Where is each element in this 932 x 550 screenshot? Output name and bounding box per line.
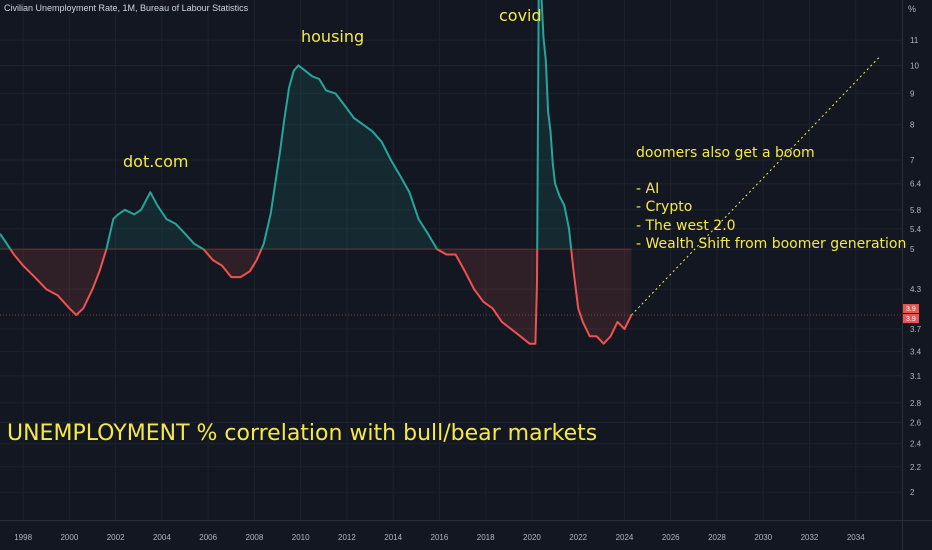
y-axis-unit: % [907,4,916,14]
y-tick-label: 2.4 [910,440,922,449]
x-tick-label: 2006 [199,533,217,542]
x-tick-label: 2008 [246,533,264,542]
notes-title: doomers also get a boom [636,145,815,161]
y-tick-label: 2.2 [910,463,922,472]
y-tick-label: 5.4 [910,225,922,234]
x-tick-label: 2002 [107,533,125,542]
y-tick-label: 2.6 [910,419,922,428]
y-tick-label: 2 [910,488,915,497]
area-above-baseline [0,0,572,250]
y-tick-label: 11 [910,36,919,45]
annotation-main: UNEMPLOYMENT % correlation with bull/bea… [7,421,598,446]
notes-item: - AI [636,181,660,198]
x-tick-label: 2018 [477,533,495,542]
x-tick-label: 2012 [338,533,356,542]
y-tick-label: 9 [910,89,915,98]
y-tick-label: 3.4 [910,347,922,356]
x-tick-label: 2030 [754,533,772,542]
x-tick-label: 2004 [153,533,171,542]
x-tick-label: 2034 [847,533,865,542]
x-tick-label: 2022 [569,533,587,542]
y-tick-label: 3.1 [910,372,922,381]
x-tick-label: 2014 [384,533,402,542]
x-tick-label: 2028 [708,533,726,542]
x-tick-label: 2016 [431,533,449,542]
series-line-above [0,0,573,250]
price-tags: 3.93.9 [0,304,919,324]
x-tick-label: 2024 [616,533,634,542]
y-tick-label: 7 [910,156,915,165]
price-tag-bg [903,314,919,324]
annotation-notes: doomers also get a boom - AI - Crypto - … [636,144,906,253]
baseline-areas [0,0,632,344]
y-tick-label: 5.8 [910,206,922,215]
price-tag-label: 3.9 [906,306,916,313]
x-tick-label: 2026 [662,533,680,542]
x-tick-label: 2032 [801,533,819,542]
annotation-dotcom: dot.com [123,152,189,171]
notes-item: - Crypto [636,199,693,216]
annotation-covid: covid [499,6,542,25]
y-tick-label: 5 [910,245,915,254]
x-axis[interactable]: 1998 2000 2002 2004 2006 2008 2010 2012 2014 2016… [14,533,865,542]
x-tick-label: 2000 [60,533,78,542]
price-tag-label: 3.9 [906,316,916,323]
x-tick-label: 1998 [14,533,32,542]
y-tick-label: 8 [910,121,915,130]
notes-item: - The west 2.0 [636,217,736,234]
y-tick-label: 10 [910,61,919,70]
annotation-housing: housing [301,27,365,46]
series-lines [0,0,633,345]
price-tag-bg [903,304,919,314]
area-below-baseline [0,249,632,344]
x-tick-label: 2010 [292,533,310,542]
x-tick-label: 2020 [523,533,541,542]
y-tick-label: 6.4 [910,180,922,189]
y-tick-label: 4.3 [910,285,922,294]
y-tick-label: 2.8 [910,399,922,408]
y-axis[interactable]: 2 2.2 2.4 2.6 2.8 3.1 3.4 3.7 4.3 5 5.4 5.8 6.4 7 8 9 10… [910,36,922,497]
notes-item: - Wealth Shift from boomer generation [636,235,907,252]
y-tick-label: 3.7 [910,325,922,334]
chart-title: Civilian Unemployment Rate, 1M, Bureau o… [4,3,249,13]
